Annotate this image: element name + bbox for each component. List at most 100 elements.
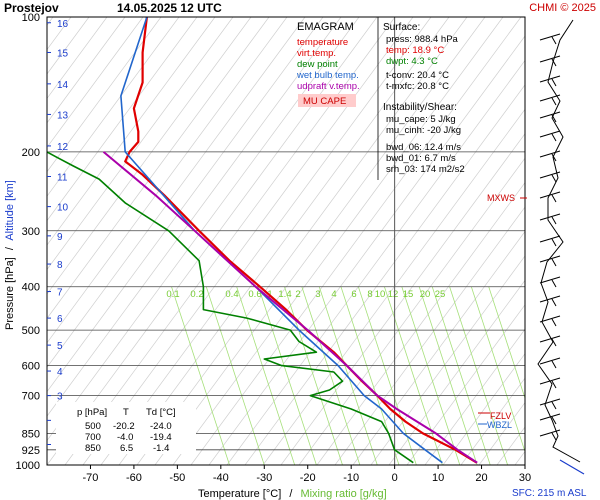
adiabat-line [47, 17, 306, 368]
adiabat-line [118, 17, 450, 465]
x-axis-label: Temperature [°C] / Mixing ratio [g/kg] [198, 488, 387, 500]
table-cell: 700 [85, 432, 101, 443]
series-dew-point [47, 151, 414, 464]
pressure-tick-label: 925 [22, 445, 40, 457]
series-wet-bulb-temp [120, 17, 443, 464]
altitude-tick-label: 7 [57, 288, 63, 299]
table-cell: -20.2 [113, 421, 135, 432]
mixing-ratio-label: 10 [375, 289, 386, 300]
mixing-ratio-line [470, 286, 525, 453]
cape-badge-bg [298, 94, 356, 107]
wind-barb-flag [551, 258, 557, 267]
wind-barb [539, 255, 561, 263]
wind-barb-flag [551, 279, 557, 288]
wind-barb [539, 315, 561, 323]
credit-text: CHMI © 2025 [529, 2, 596, 14]
mixing-ratio-line [236, 286, 296, 465]
adiabat-line [208, 35, 525, 465]
mixing-ratio-label: 25 [435, 289, 446, 300]
table-header-t: T [123, 407, 129, 418]
temp-tick-label: -60 [126, 472, 142, 484]
mixing-ratio-label: 15 [403, 289, 414, 300]
wind-barb [539, 94, 561, 102]
surface-dwpt: dwpt: 4.3 °C [386, 56, 438, 67]
mixing-ratio-label: 6 [351, 289, 356, 300]
wind-trace [537, 19, 581, 463]
altitude-tick-label: 15 [57, 48, 69, 59]
wind-barb-flag [551, 153, 557, 162]
mixing-ratio-label: 2 [295, 289, 300, 300]
wind-barb [539, 171, 561, 179]
wind-barb-flag [551, 338, 557, 347]
mixing-ratio-line [488, 286, 525, 400]
temp-tick-label: -30 [256, 472, 272, 484]
altitude-tick-label: 5 [57, 341, 63, 352]
adiabat-line [388, 279, 525, 465]
table-bg [56, 402, 196, 454]
wind-barb [539, 111, 561, 119]
mixing-ratio-line [384, 286, 443, 465]
mixing-ratio-label: 0.2 [190, 289, 203, 300]
wind-barb-flag [551, 416, 557, 425]
adiabat-line [82, 17, 414, 465]
temp-tick-label: 10 [432, 472, 444, 484]
bwd-06: bwd_06: 12.4 m/s [386, 142, 461, 153]
table-cell: -19.4 [150, 432, 172, 443]
temp-tick-label: -20 [300, 472, 316, 484]
wind-barb [539, 335, 561, 343]
wind-barb-flag [551, 401, 557, 410]
y-axis-altitude-label: Altitude [km] [4, 180, 16, 241]
altitude-tick-label: 9 [57, 232, 63, 243]
x-axis-mix-label: Mixing ratio [g/kg] [300, 488, 386, 500]
mxws-label: MXWS [487, 193, 515, 203]
adiabat-line [190, 17, 522, 465]
mixing-ratio-line [258, 286, 317, 465]
plot-frame [46, 16, 526, 466]
mixing-ratio-label: 3 [315, 289, 320, 300]
surface-temp: temp: 18.9 °C [386, 45, 444, 56]
pressure-tick-label: 600 [22, 361, 40, 373]
wind-barb-flag [551, 174, 557, 183]
temp-tick-label: 30 [519, 472, 531, 484]
temp-tick-label: 0 [392, 472, 398, 484]
pressure-tick-label: 200 [22, 147, 40, 159]
adiabat-line [47, 17, 324, 393]
pressure-tick-label: 300 [22, 226, 40, 238]
altitude-tick-label: 13 [57, 110, 69, 121]
wind-barb-flag [551, 36, 557, 45]
fzlv-label: FZLV [490, 411, 511, 421]
adiabat-line [47, 17, 288, 344]
legend-wet-bulb: wet bulb temp. [296, 70, 359, 81]
adiabat-line [47, 17, 144, 148]
wind-barb-flag [551, 318, 557, 327]
wind-barb [539, 398, 561, 406]
mixing-ratio-line [318, 286, 378, 465]
station-title: Prostejov [4, 1, 59, 15]
table-header-p: p [hPa] [77, 407, 107, 418]
table-cell: -24.0 [150, 421, 172, 432]
altitude-tick-label: 12 [57, 142, 69, 153]
legend-updraft: udpraft v.temp. [297, 81, 360, 92]
wind-barb [539, 357, 561, 365]
pressure-tick-label: 700 [22, 391, 40, 403]
adiabat-line [47, 17, 162, 173]
y-axis-pressure-label: Pressure [hPa] [4, 257, 16, 330]
wind-barb-flag [551, 298, 557, 307]
wind-barb [539, 429, 561, 437]
wind-barb [539, 235, 561, 243]
temp-tick-label: -70 [83, 472, 99, 484]
adiabat-line [47, 17, 108, 100]
pressure-tick-label: 1000 [16, 460, 40, 472]
wind-barb-flag [551, 194, 557, 203]
wind-barb-flag [551, 380, 557, 389]
pressure-tick-label: 500 [22, 325, 40, 337]
legend-temperature: temperature [297, 37, 348, 48]
table-cell: 6.5 [120, 443, 133, 454]
table-cell: 850 [85, 443, 101, 454]
adiabat-line [47, 17, 360, 442]
t-conv: t-conv: 20.4 °C [386, 70, 449, 81]
temp-tick-label: -10 [343, 472, 359, 484]
table-cell: 500 [85, 421, 101, 432]
cape-badge: MU CAPE [303, 96, 346, 107]
